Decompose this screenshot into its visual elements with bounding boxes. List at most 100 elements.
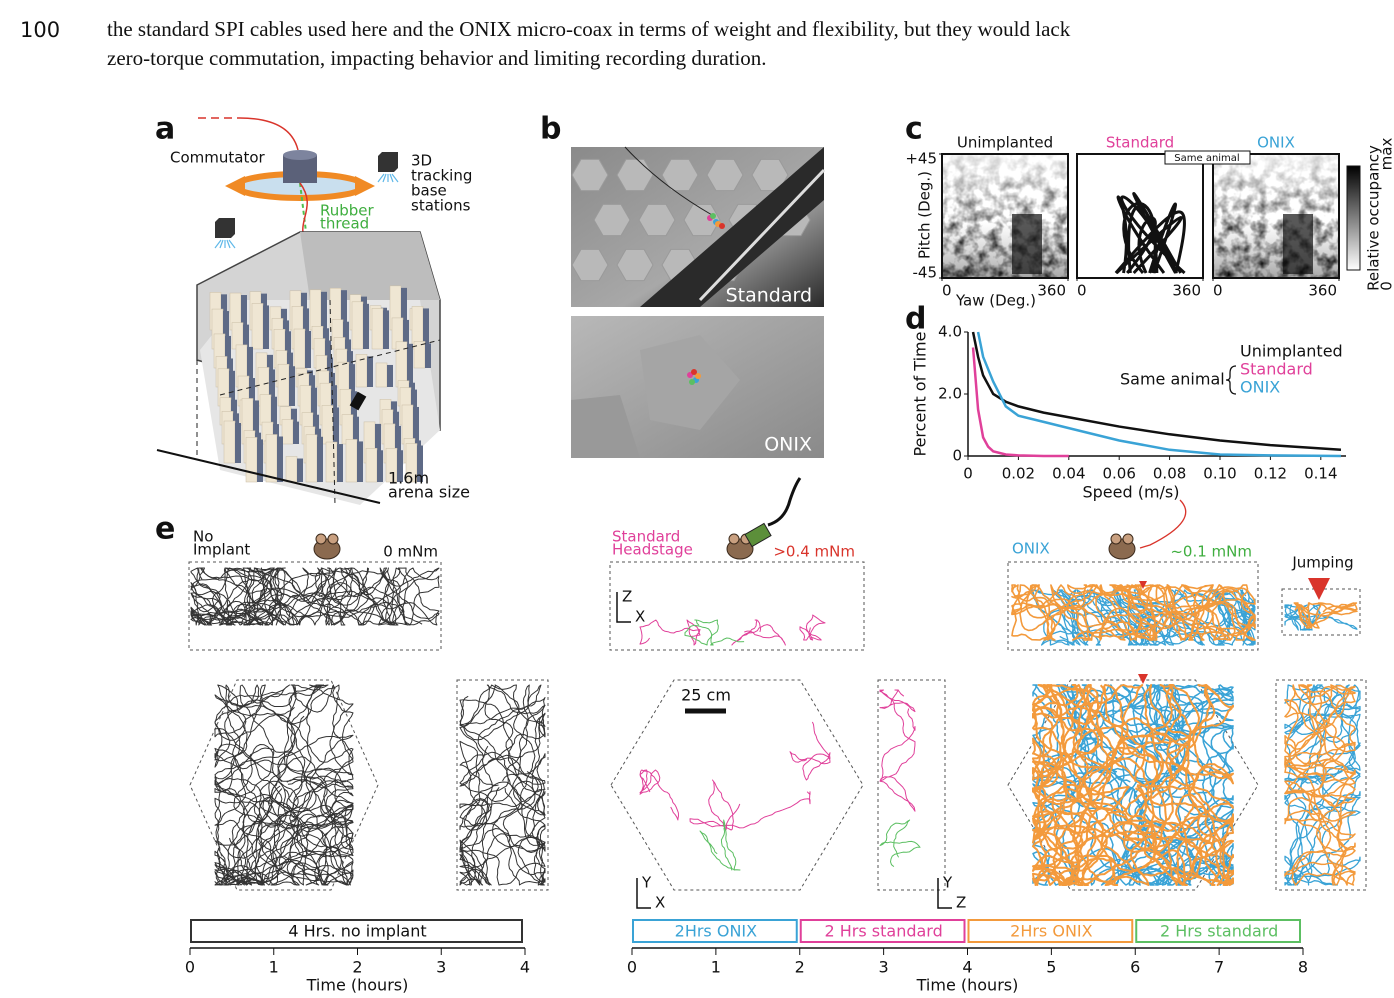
x-tick-label: 0.08 xyxy=(1153,465,1186,483)
y-tick-label: +45 xyxy=(905,150,937,168)
block-side xyxy=(357,441,363,482)
torque: ~0.1 mNm xyxy=(1170,543,1252,561)
block xyxy=(402,405,413,444)
y-tick-label: 0 xyxy=(952,447,962,465)
trajectory xyxy=(460,685,545,885)
scale-label: 25 cm xyxy=(681,686,731,705)
y-tick-label: 2.0 xyxy=(938,385,962,403)
axis-title: Speed (m/s) xyxy=(1082,483,1179,502)
y-tick-label: -45 xyxy=(913,264,938,282)
x-tick-label: 6 xyxy=(1130,958,1140,977)
colorbar xyxy=(1347,166,1360,270)
block xyxy=(260,395,271,425)
x-tick-label: 0 xyxy=(963,465,973,483)
block xyxy=(294,329,305,368)
base-station xyxy=(378,152,398,172)
mouse-ear xyxy=(729,534,739,544)
block xyxy=(414,341,425,368)
annotation: Jumping xyxy=(1291,554,1353,572)
block-side xyxy=(235,423,241,463)
segment-label: 2Hrs ONIX xyxy=(675,922,757,941)
x-tick-label: 0 xyxy=(627,958,637,977)
colorbar-label: max xyxy=(1378,138,1394,171)
trajectory xyxy=(732,620,786,645)
block xyxy=(282,420,293,444)
x-tick-label: 0.02 xyxy=(1002,465,1035,483)
x-tick-label: 2 xyxy=(352,958,362,977)
label: Standard xyxy=(726,285,812,307)
heatmap-fade xyxy=(1213,154,1339,278)
heatmap-title: Standard xyxy=(1106,134,1174,152)
block xyxy=(366,448,377,482)
trajectory xyxy=(215,685,353,885)
label: Same animal xyxy=(1174,153,1239,164)
commutator-top xyxy=(283,150,317,160)
x-tick-label: 0.14 xyxy=(1304,465,1337,483)
block xyxy=(278,364,289,406)
block-side xyxy=(277,436,283,482)
x-tick-label: 5 xyxy=(1046,958,1056,977)
x-tick-label: 0.12 xyxy=(1254,465,1287,483)
base-station xyxy=(215,218,235,238)
block xyxy=(224,421,235,463)
y-tick-label: 4.0 xyxy=(938,323,962,341)
block xyxy=(286,457,297,482)
jump-marker xyxy=(1138,674,1148,684)
trajectory xyxy=(640,620,700,645)
trajectory xyxy=(880,820,920,867)
axis-letter: Y xyxy=(641,874,652,892)
block-side xyxy=(377,450,383,482)
block xyxy=(266,434,277,482)
block-side xyxy=(263,305,269,349)
axis-title: Time (hours) xyxy=(916,976,1019,995)
x-tick-label: 2 xyxy=(795,958,805,977)
block-side xyxy=(337,444,343,482)
marker xyxy=(689,379,695,385)
mouse-ear xyxy=(1123,534,1133,544)
heatmap-title: ONIX xyxy=(1257,134,1295,152)
trajectory xyxy=(800,615,825,640)
block-side xyxy=(425,343,431,368)
block xyxy=(346,439,357,482)
colorbar-label: 0 xyxy=(1378,281,1394,291)
trajectory xyxy=(790,722,830,780)
axis-letter: Y xyxy=(942,874,953,892)
line-number: 100 xyxy=(20,18,60,42)
label: thread xyxy=(320,215,369,233)
x-tick-label: 4 xyxy=(520,958,530,977)
heatmap-title: Unimplanted xyxy=(957,134,1053,152)
x-tick-label: 0.04 xyxy=(1052,465,1085,483)
page: 100the standard SPI cables used here and… xyxy=(0,0,1394,998)
block-side xyxy=(305,331,311,368)
block xyxy=(310,290,321,330)
trajectory xyxy=(690,780,810,830)
x-tick-label: 3 xyxy=(879,958,889,977)
block-side xyxy=(367,356,373,387)
x-tick-label: 4 xyxy=(962,958,972,977)
x-tick-label: 0.06 xyxy=(1102,465,1135,483)
panel-label: b xyxy=(540,112,561,147)
block-side xyxy=(271,397,277,425)
x-tick-label: 0 xyxy=(185,958,195,977)
panel-label: e xyxy=(155,512,175,547)
block-side xyxy=(387,365,393,387)
x-tick-label: 360 xyxy=(1037,282,1066,300)
pointer xyxy=(1140,500,1186,548)
x-tick-label: 8 xyxy=(1298,958,1308,977)
segment-label: 2 Hrs standard xyxy=(824,922,942,941)
label: Commutator xyxy=(170,149,266,167)
block xyxy=(322,405,333,444)
x-tick-label: 3 xyxy=(436,958,446,977)
block-side xyxy=(383,310,389,349)
annotation: Same animal xyxy=(1120,370,1225,389)
trajectory xyxy=(640,770,679,820)
legend-entry: ONIX xyxy=(1240,378,1280,397)
block xyxy=(246,437,257,482)
axis-letter: X xyxy=(655,894,665,912)
x-tick-label: 0 xyxy=(1213,282,1223,300)
block xyxy=(376,363,387,387)
group-title: Headstage xyxy=(612,541,693,559)
mouse-ear xyxy=(1111,534,1121,544)
heatmap-hot xyxy=(1283,214,1313,274)
brace xyxy=(1226,366,1236,394)
